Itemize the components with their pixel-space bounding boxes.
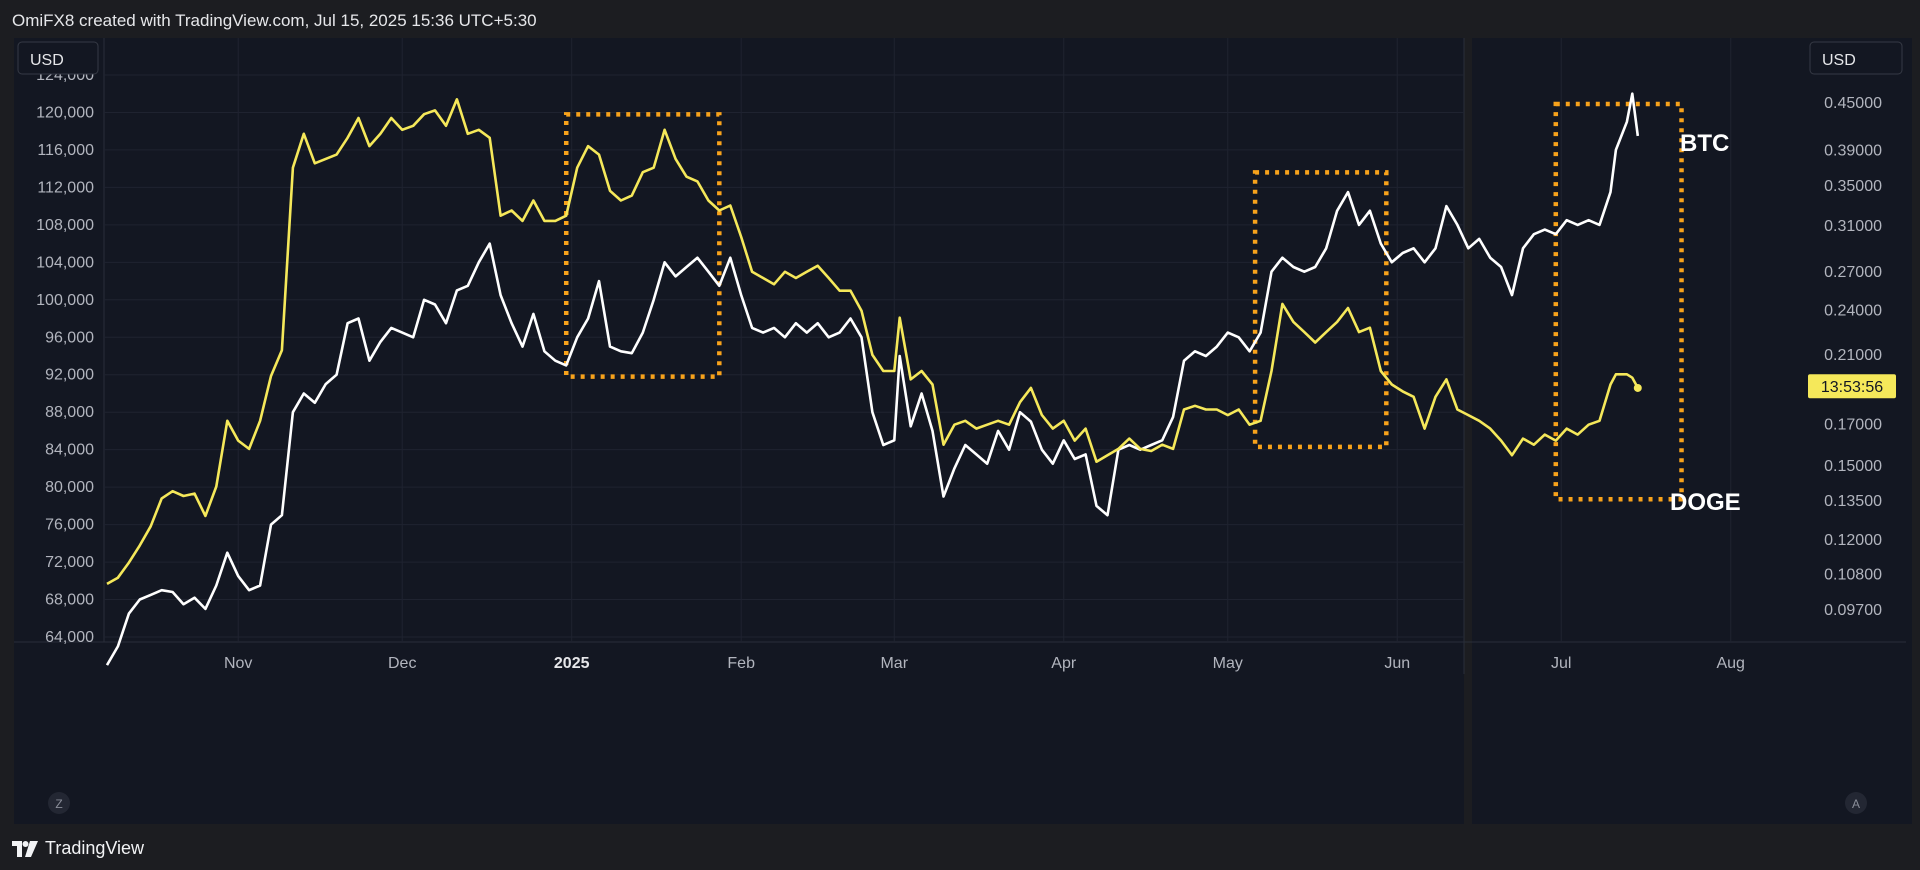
left-axis-tick-label: 108,000 — [36, 217, 94, 234]
time-axis-tick-label: Aug — [1716, 655, 1744, 672]
series-label-btc: BTC — [1680, 130, 1729, 157]
right-currency-button-bg[interactable] — [1809, 41, 1903, 75]
right-axis-tick-label: 0.09700 — [1824, 602, 1882, 619]
left-axis-tick-label: 64,000 — [45, 629, 94, 646]
left-currency-button-bg[interactable] — [17, 41, 99, 75]
time-axis-tick-label: Feb — [727, 655, 755, 672]
series-line-btc — [105, 92, 1640, 666]
right-axis-tick-label: 0.35000 — [1824, 178, 1882, 195]
left-axis-tick-label: 92,000 — [45, 367, 94, 384]
left-axis-tick-label: 100,000 — [36, 292, 94, 309]
chart-caption: OmiFX8 created with TradingView.com, Jul… — [12, 11, 537, 30]
right-axis-tick-label: 0.27000 — [1824, 264, 1882, 281]
right-axis-tick-label: 0.31000 — [1824, 218, 1882, 235]
right-corner-label: A — [1852, 797, 1860, 811]
left-axis-tick-label: 80,000 — [45, 479, 94, 496]
left-axis-tick-label: 120,000 — [36, 104, 94, 121]
right-axis-tick-label: 0.13500 — [1824, 493, 1882, 510]
time-axis-background — [14, 644, 1464, 674]
time-axis-tick-label: May — [1213, 655, 1243, 672]
right-axis-background — [1472, 38, 1912, 824]
left-currency-label: USD — [30, 52, 64, 69]
left-axis-tick-label: 76,000 — [45, 517, 94, 534]
left-corner-button[interactable] — [48, 792, 70, 814]
highlight-box — [563, 112, 722, 379]
series-end-dot-doge — [1633, 383, 1642, 392]
right-currency-label: USD — [1822, 52, 1856, 69]
left-axis-tick-label: 68,000 — [45, 592, 94, 609]
right-axis-tick-label: 0.17000 — [1824, 417, 1882, 434]
series-line-doge — [106, 98, 1639, 586]
time-axis-tick-label: Apr — [1051, 655, 1077, 672]
left-axis-tick-label: 104,000 — [36, 254, 94, 271]
series-group — [105, 92, 1642, 666]
highlight-box — [1252, 170, 1389, 450]
tradingview-logo-icon — [12, 840, 38, 857]
right-axis-tick-label: 0.12000 — [1824, 532, 1882, 549]
left-axis-tick-label: 88,000 — [45, 404, 94, 421]
left-corner-label: Z — [55, 797, 62, 811]
left-axis-tick-label: 116,000 — [37, 142, 94, 159]
price-chart[interactable]: 124,000120,000116,000112,000108,000104,0… — [0, 38, 1920, 824]
left-axis-tick-label: 96,000 — [45, 329, 94, 346]
grid-lines — [104, 38, 1732, 642]
time-axis-tick-label: Jun — [1384, 655, 1410, 672]
tradingview-brand[interactable]: TradingView — [12, 838, 144, 859]
time-axis-tick-label: Dec — [388, 655, 416, 672]
right-axis-tick-label: 0.24000 — [1824, 303, 1882, 320]
right-axis-tick-label: 0.10800 — [1824, 567, 1882, 584]
time-axis-tick-label: Mar — [880, 655, 908, 672]
right-axis-tick-label: 0.21000 — [1824, 347, 1882, 364]
right-axis-tick-label: 0.15000 — [1824, 458, 1882, 475]
right-axis-tick-label: 0.45000 — [1824, 95, 1882, 112]
left-axis-tick-label: 72,000 — [45, 554, 94, 571]
series-label-doge: DOGE — [1670, 489, 1741, 516]
right-corner-button[interactable] — [1845, 792, 1867, 814]
chart-area[interactable]: 124,000 120,000 116,000 112,000 108,000 104,0… — [0, 38, 1920, 824]
footer-bar: TradingView — [0, 826, 1920, 870]
time-axis-tick-label: Nov — [224, 655, 252, 672]
time-axis-tick-label: 2025 — [554, 655, 590, 672]
current-value-tag — [1808, 374, 1896, 399]
current-value-tag-text: 13:53:56 — [1821, 379, 1883, 396]
left-axis-tick-label: 84,000 — [45, 442, 94, 459]
header-bar: OmiFX8 created with TradingView.com, Jul… — [0, 0, 1920, 38]
right-axis-tick-label: 0.39000 — [1824, 142, 1882, 159]
highlight-box — [1553, 101, 1684, 502]
brand-label: TradingView — [45, 838, 145, 858]
time-axis-tick-label: Jul — [1551, 655, 1571, 672]
left-axis-tick-label: 112,000 — [37, 179, 94, 196]
